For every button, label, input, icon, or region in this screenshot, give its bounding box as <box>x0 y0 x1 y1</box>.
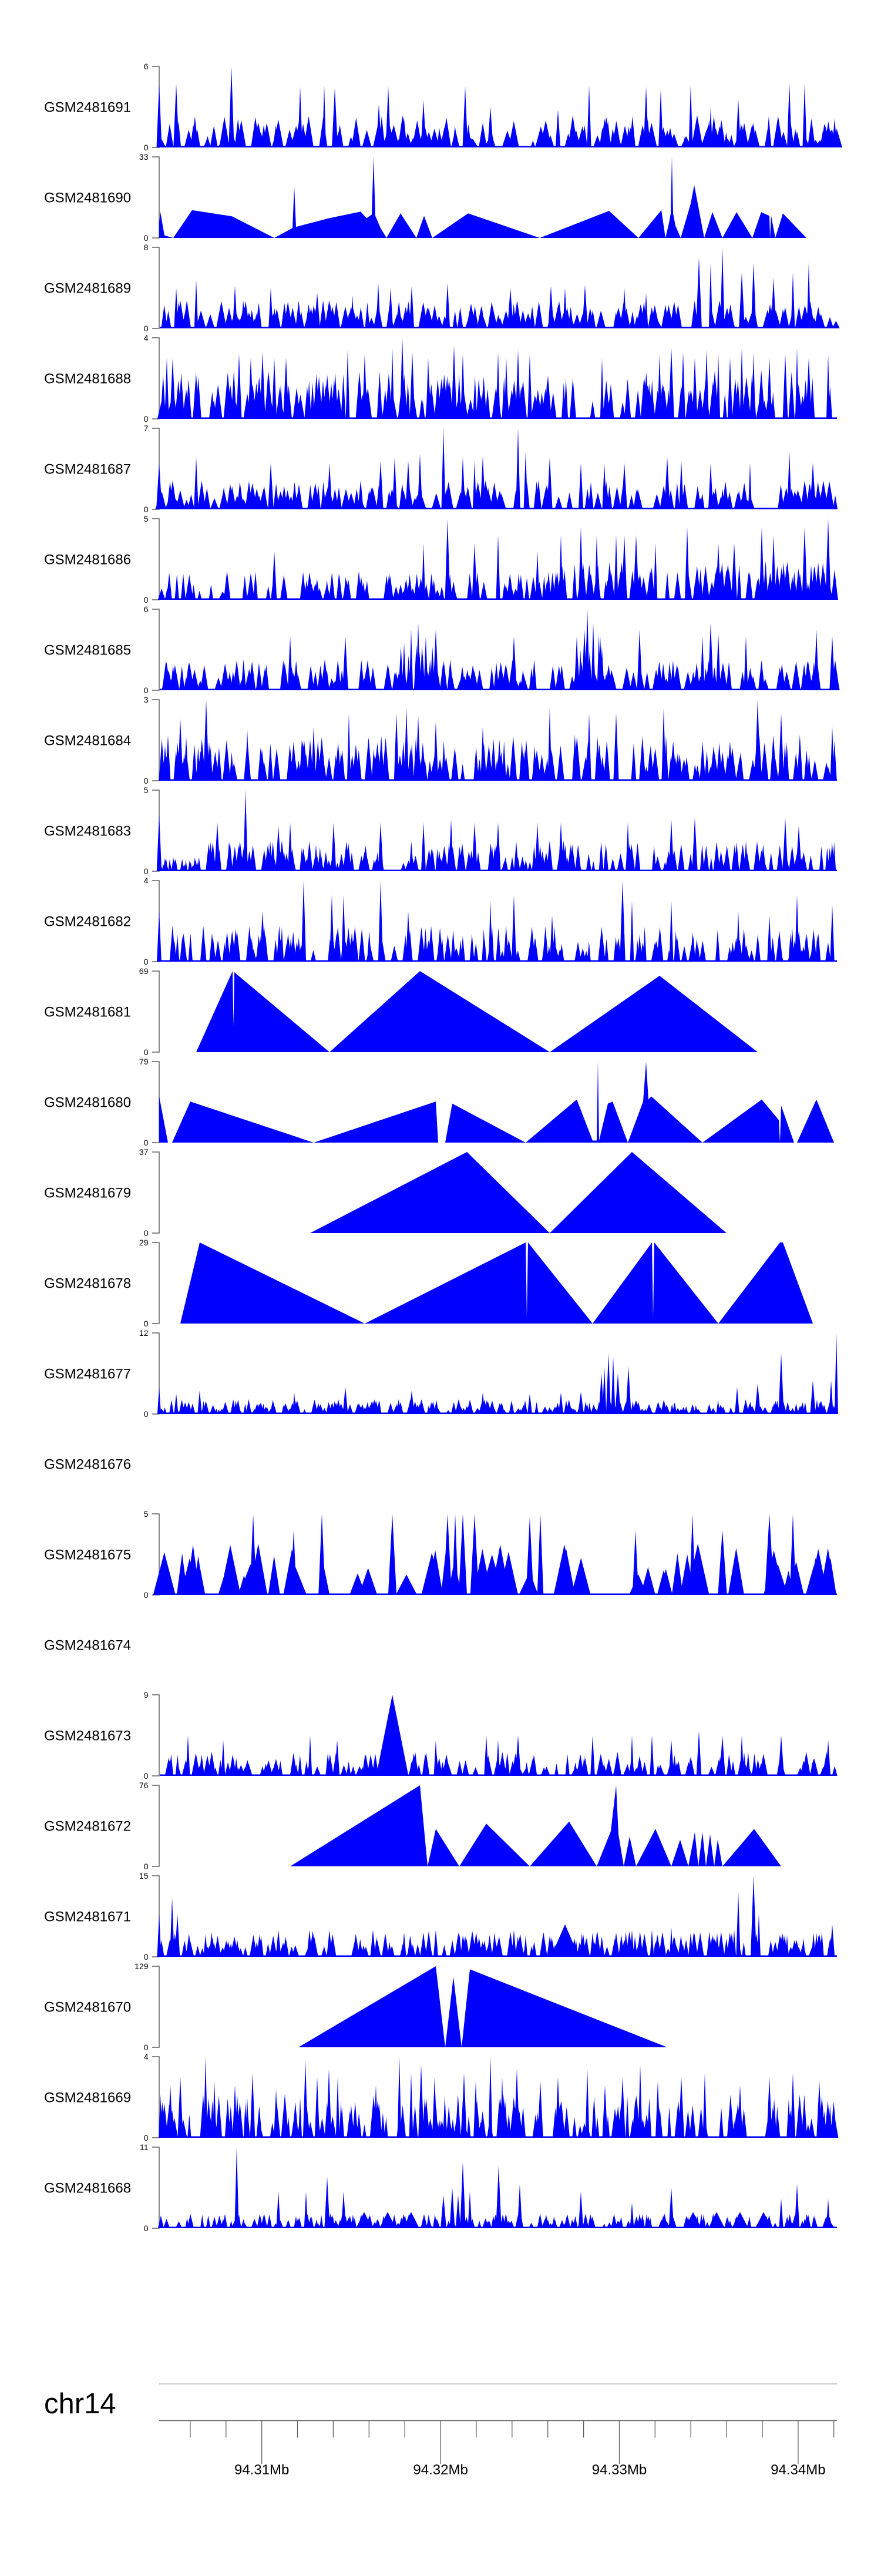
svg-text:0: 0 <box>144 1771 149 1781</box>
svg-text:6: 6 <box>144 604 149 614</box>
svg-text:GSM2481685: GSM2481685 <box>44 643 131 659</box>
svg-text:0: 0 <box>144 1590 149 1600</box>
svg-text:0: 0 <box>144 595 149 604</box>
svg-text:94.32Mb: 94.32Mb <box>413 2462 468 2478</box>
svg-text:0: 0 <box>144 324 149 333</box>
svg-text:94.34Mb: 94.34Mb <box>771 2462 825 2478</box>
svg-text:29: 29 <box>139 1238 149 1247</box>
svg-text:0: 0 <box>144 143 149 152</box>
svg-text:GSM2481689: GSM2481689 <box>44 281 131 297</box>
svg-text:GSM2481681: GSM2481681 <box>44 1005 131 1020</box>
svg-text:0: 0 <box>144 957 149 966</box>
svg-text:94.33Mb: 94.33Mb <box>592 2462 647 2478</box>
svg-text:GSM2481691: GSM2481691 <box>44 100 131 116</box>
svg-text:129: 129 <box>134 1962 149 1971</box>
svg-text:0: 0 <box>144 2043 149 2052</box>
svg-text:GSM2481678: GSM2481678 <box>44 1276 131 1292</box>
svg-text:76: 76 <box>139 1781 149 1790</box>
svg-text:GSM2481686: GSM2481686 <box>44 552 131 568</box>
svg-text:3: 3 <box>144 695 149 704</box>
svg-text:0: 0 <box>144 233 149 243</box>
svg-text:0: 0 <box>144 1319 149 1328</box>
svg-text:5: 5 <box>144 785 149 795</box>
svg-text:12: 12 <box>139 1328 149 1338</box>
svg-text:0: 0 <box>144 1952 149 1962</box>
svg-text:0: 0 <box>144 505 149 514</box>
svg-text:5: 5 <box>144 514 149 523</box>
svg-text:4: 4 <box>144 876 149 885</box>
svg-text:0: 0 <box>144 866 149 876</box>
svg-text:GSM2481690: GSM2481690 <box>44 190 131 206</box>
svg-text:GSM2481674: GSM2481674 <box>44 1638 131 1654</box>
svg-text:79: 79 <box>139 1057 149 1066</box>
svg-text:0: 0 <box>144 2224 149 2233</box>
svg-text:0: 0 <box>144 686 149 695</box>
svg-text:GSM2481673: GSM2481673 <box>44 1728 131 1744</box>
svg-text:GSM2481668: GSM2481668 <box>44 2181 131 2197</box>
svg-text:4: 4 <box>144 2052 149 2061</box>
svg-text:94.31Mb: 94.31Mb <box>234 2462 289 2478</box>
svg-text:0: 0 <box>144 1228 149 1238</box>
svg-text:0: 0 <box>144 1862 149 1871</box>
svg-text:11: 11 <box>140 2142 149 2152</box>
svg-text:GSM2481669: GSM2481669 <box>44 2090 131 2106</box>
svg-text:GSM2481679: GSM2481679 <box>44 1185 131 1201</box>
svg-text:5: 5 <box>144 1509 149 1519</box>
svg-text:0: 0 <box>144 776 149 785</box>
svg-text:0: 0 <box>144 1047 149 1057</box>
svg-text:GSM2481682: GSM2481682 <box>44 914 131 930</box>
svg-text:GSM2481672: GSM2481672 <box>44 1819 131 1835</box>
svg-text:GSM2481677: GSM2481677 <box>44 1366 131 1382</box>
svg-text:8: 8 <box>144 243 149 252</box>
svg-text:GSM2481680: GSM2481680 <box>44 1095 131 1111</box>
svg-text:69: 69 <box>139 966 149 976</box>
svg-text:GSM2481688: GSM2481688 <box>44 371 131 387</box>
svg-text:0: 0 <box>144 1409 149 1419</box>
svg-text:GSM2481684: GSM2481684 <box>44 733 131 749</box>
svg-text:0: 0 <box>144 2133 149 2142</box>
svg-text:GSM2481687: GSM2481687 <box>44 462 131 478</box>
svg-text:0: 0 <box>144 414 149 424</box>
svg-text:GSM2481675: GSM2481675 <box>44 1547 131 1563</box>
svg-text:chr14: chr14 <box>44 2388 116 2420</box>
svg-text:7: 7 <box>144 424 149 433</box>
svg-text:15: 15 <box>139 1871 149 1880</box>
svg-text:GSM2481671: GSM2481671 <box>44 1909 131 1925</box>
svg-text:4: 4 <box>144 333 149 342</box>
svg-text:6: 6 <box>144 62 149 71</box>
svg-text:GSM2481676: GSM2481676 <box>44 1457 131 1473</box>
svg-text:33: 33 <box>139 152 149 162</box>
svg-text:0: 0 <box>144 1138 149 1147</box>
svg-text:GSM2481683: GSM2481683 <box>44 824 131 839</box>
svg-text:37: 37 <box>139 1147 149 1157</box>
svg-text:9: 9 <box>144 1690 149 1700</box>
svg-text:GSM2481670: GSM2481670 <box>44 2000 131 2016</box>
